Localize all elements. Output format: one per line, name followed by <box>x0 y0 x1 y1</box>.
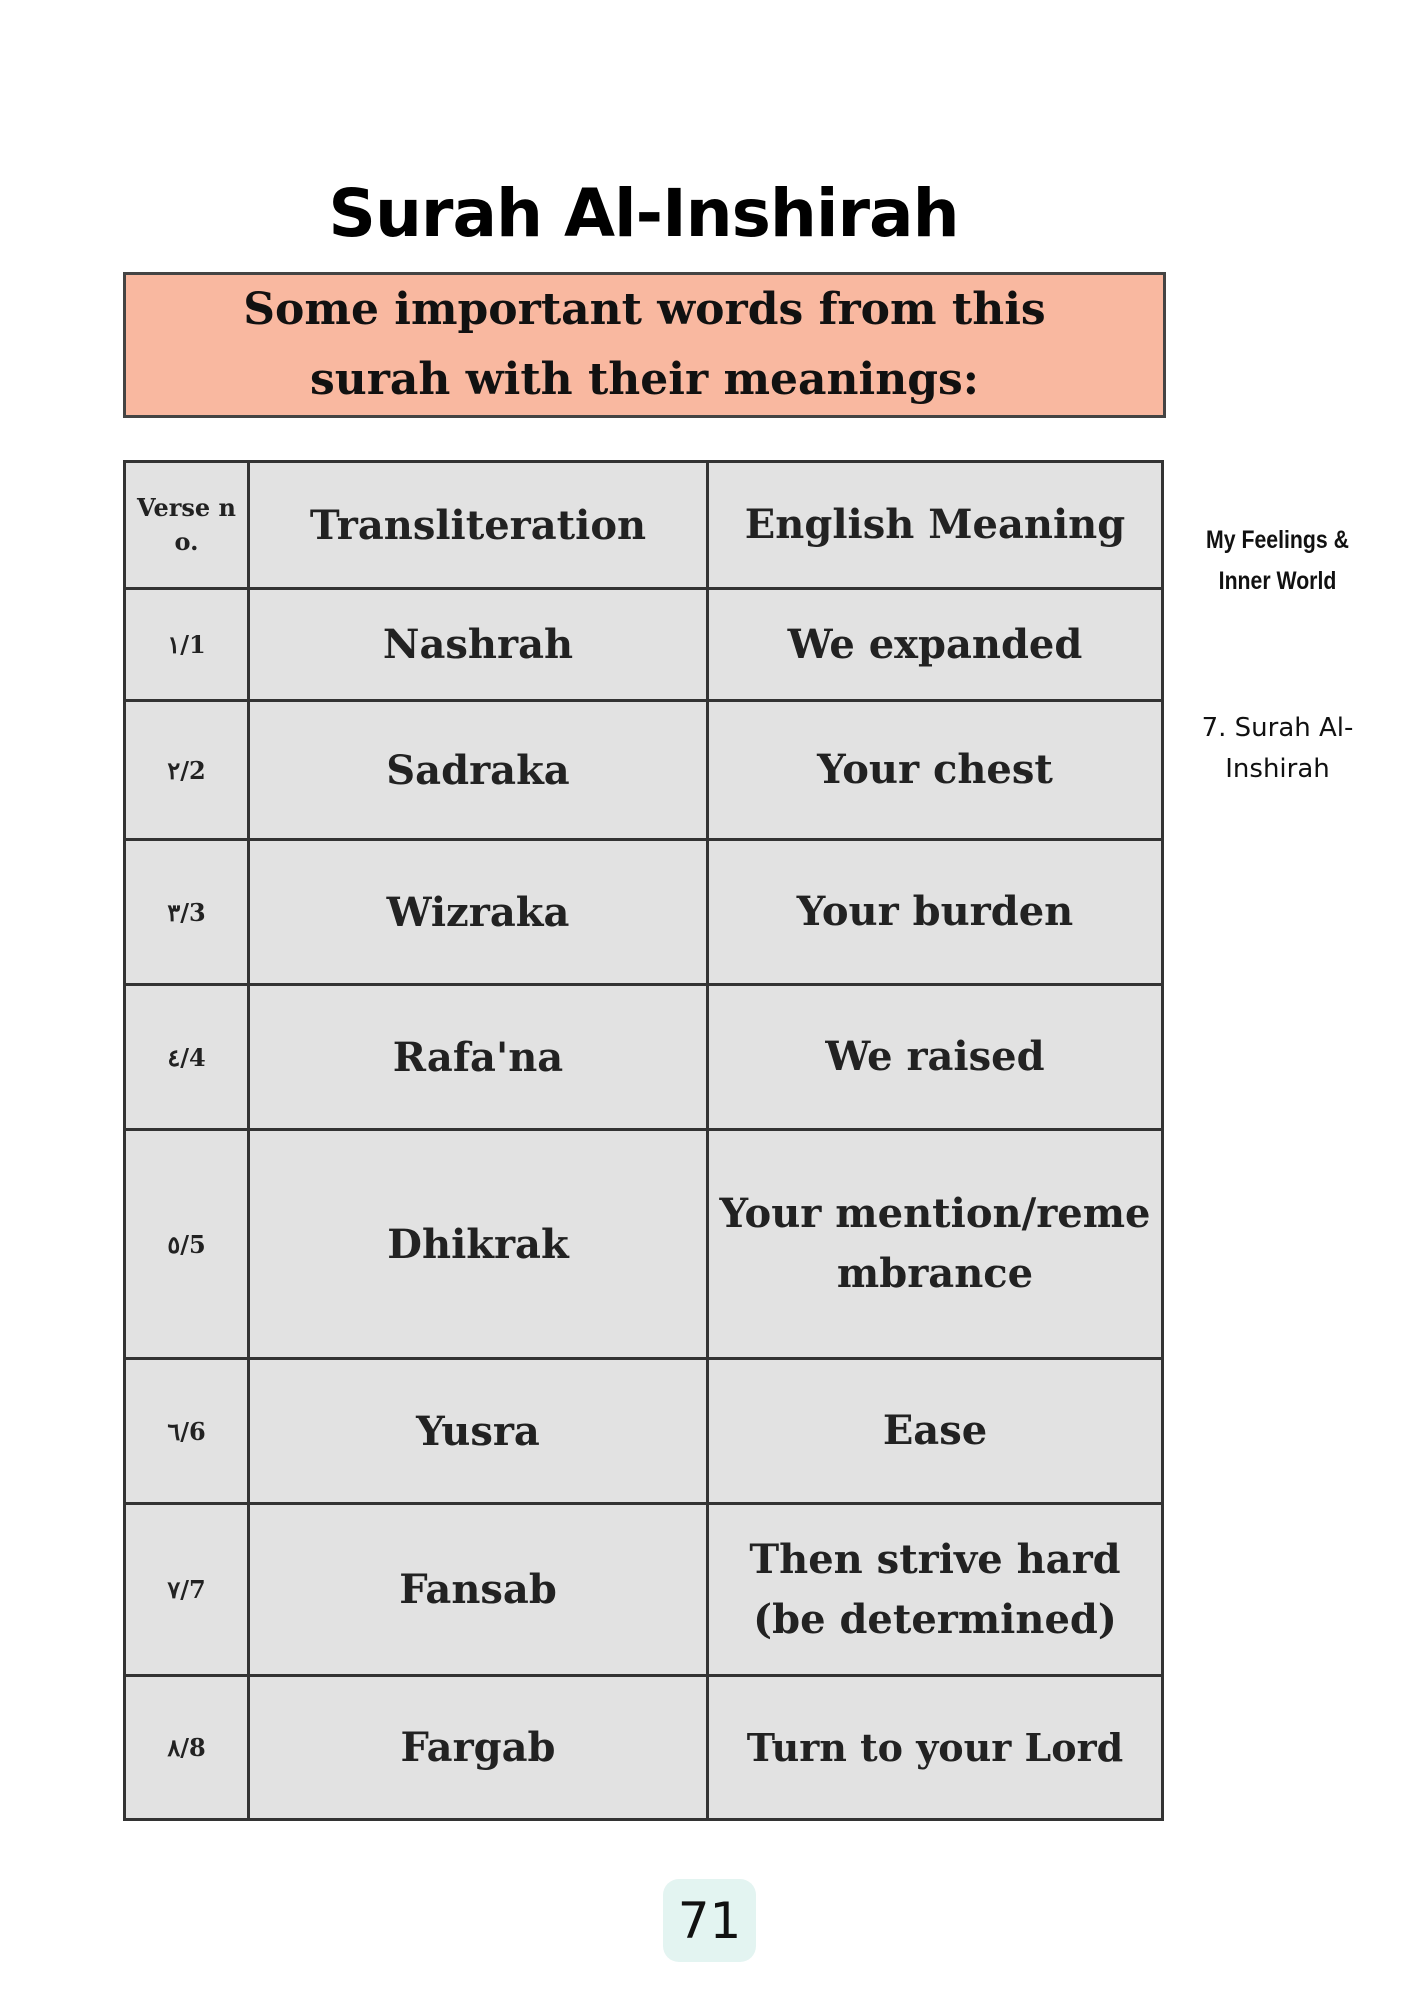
verse-number: ١/1 <box>123 587 250 702</box>
meaning: We raised <box>706 983 1164 1131</box>
verse-number: ٧/7 <box>123 1502 250 1677</box>
page-title: Surah Al-Inshirah <box>328 175 959 252</box>
page-number: 71 <box>663 1879 756 1962</box>
header-transliteration: Transliteration <box>247 460 709 590</box>
transliteration: Yusra <box>247 1357 709 1505</box>
transliteration: Fansab <box>247 1502 709 1677</box>
meaning: Turn to your Lord <box>706 1674 1164 1821</box>
banner-text: Some important words from this surah wit… <box>243 284 1046 405</box>
chapter-label: 7. Surah Al-Inshirah <box>1201 713 1354 784</box>
table-row: ١/1 Nashrah We expanded <box>123 587 1164 702</box>
meaning: Your burden <box>706 838 1164 986</box>
table-row: ٤/4 Rafa'na We raised <box>123 983 1164 1131</box>
header-meaning: English Meaning <box>706 460 1164 590</box>
verse-number: ٦/6 <box>123 1357 250 1505</box>
table-row: ٢/2 Sadraka Your chest <box>123 699 1164 841</box>
subtitle-banner: Some important words from this surah wit… <box>123 272 1166 418</box>
transliteration: Sadraka <box>247 699 709 841</box>
verse-number: ٤/4 <box>123 983 250 1131</box>
table-row: ٦/6 Yusra Ease <box>123 1357 1164 1505</box>
table-row: ٥/5 Dhikrak Your mention/remembrance <box>123 1128 1164 1360</box>
verse-number: ٥/5 <box>123 1128 250 1360</box>
section-label: My Feelings & Inner World <box>1206 526 1349 595</box>
verse-number: ٢/2 <box>123 699 250 841</box>
header-verse: Verse no. <box>123 460 250 590</box>
meaning: Ease <box>706 1357 1164 1505</box>
meaning: Then strive hard (be determined) <box>706 1502 1164 1677</box>
transliteration: Wizraka <box>247 838 709 986</box>
table-row: ٨/8 Fargab Turn to your Lord <box>123 1674 1164 1821</box>
transliteration: Rafa'na <box>247 983 709 1131</box>
meaning: Your mention/remembrance <box>706 1128 1164 1360</box>
table-row: ٧/7 Fansab Then strive hard (be determin… <box>123 1502 1164 1677</box>
meaning: We expanded <box>706 587 1164 702</box>
transliteration: Dhikrak <box>247 1128 709 1360</box>
verse-number: ٨/8 <box>123 1674 250 1821</box>
table-header-row: Verse no. Transliteration English Meanin… <box>123 460 1164 590</box>
table-row: ٣/3 Wizraka Your burden <box>123 838 1164 986</box>
verse-number: ٣/3 <box>123 838 250 986</box>
transliteration: Fargab <box>247 1674 709 1821</box>
words-table: Verse no. Transliteration English Meanin… <box>123 460 1164 1821</box>
meaning: Your chest <box>706 699 1164 841</box>
transliteration: Nashrah <box>247 587 709 702</box>
